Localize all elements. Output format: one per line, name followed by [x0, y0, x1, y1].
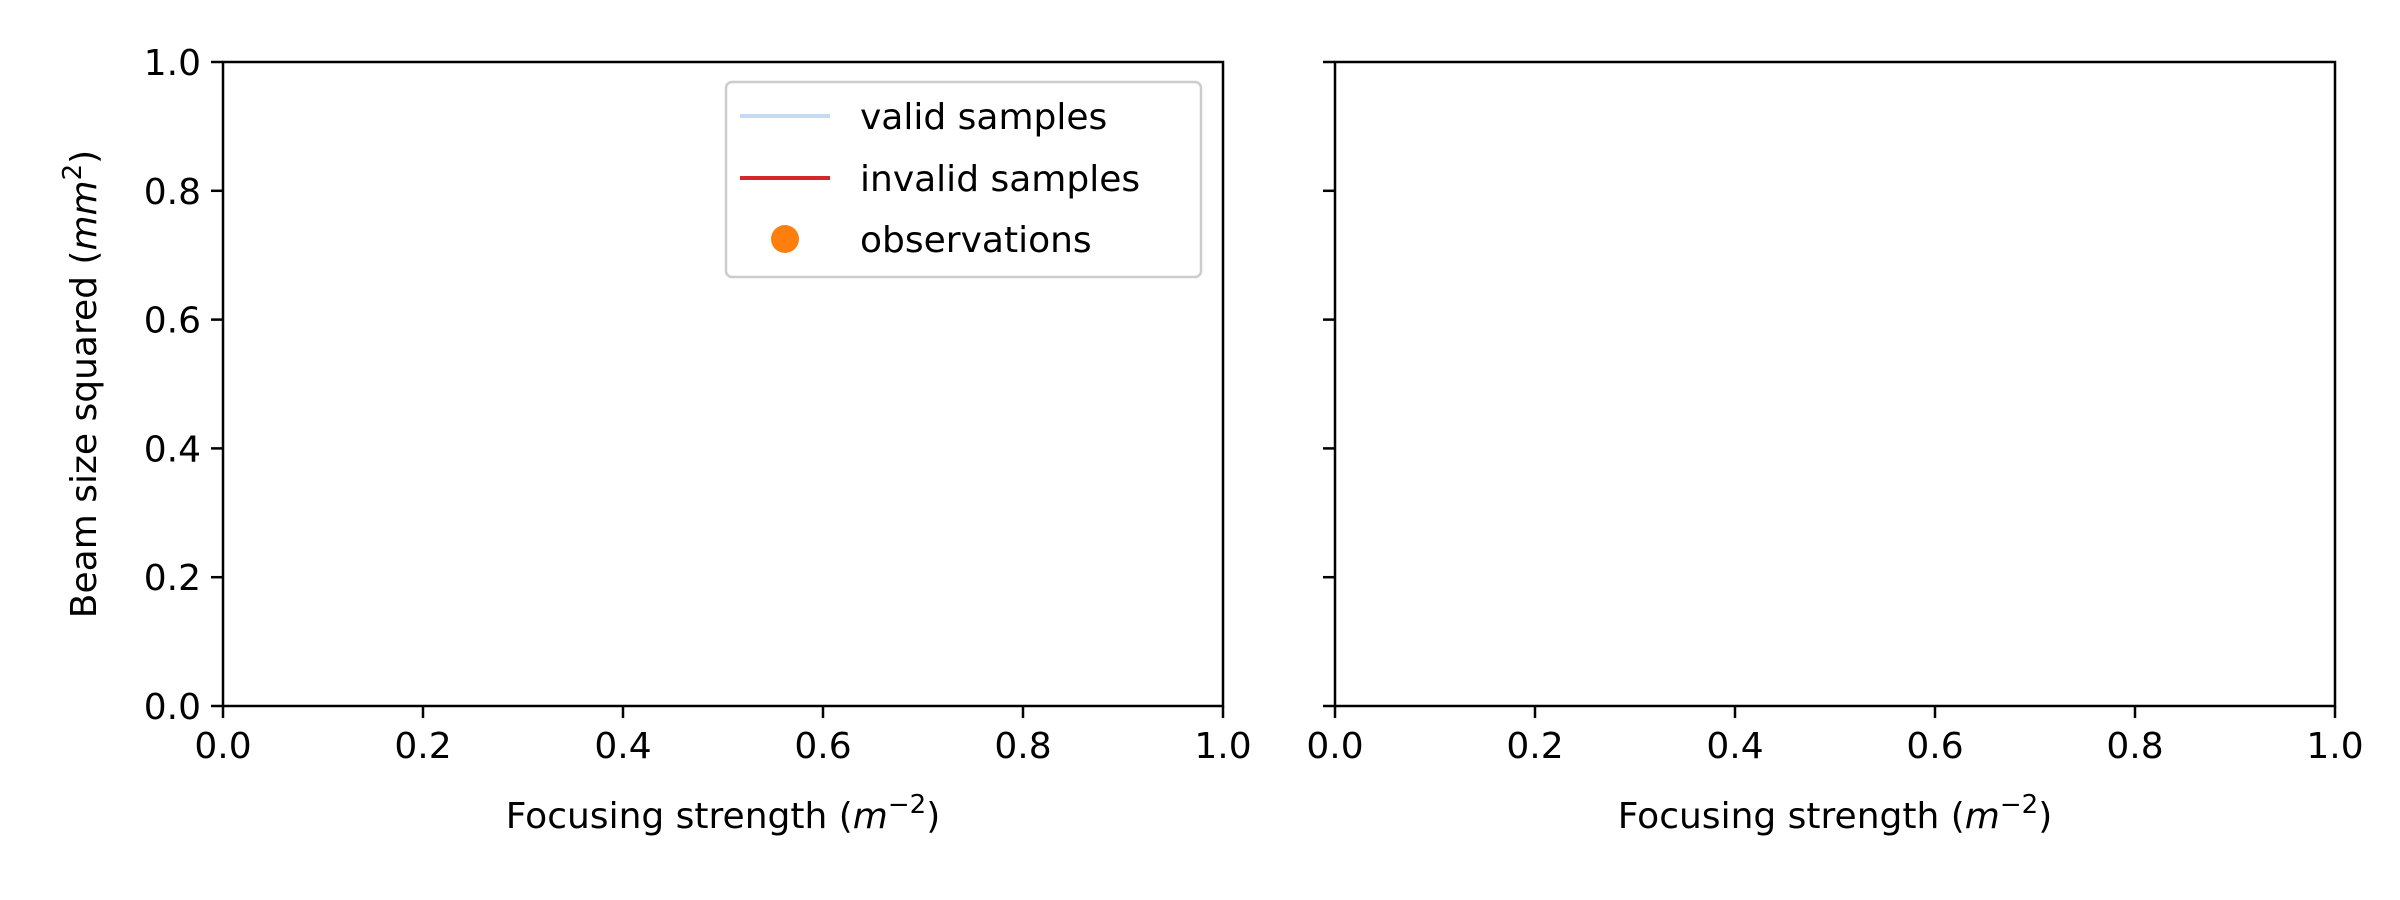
- legend-invalid-samples-label: invalid samples: [860, 159, 1140, 200]
- left-plot-panel: 0.0 0.2 0.4 0.6 0.8 1.0 0.0 0.2 0.4 0.6 0.8 1.0 Foc…: [58, 43, 1252, 837]
- x-tick-label: 0.2: [1506, 726, 1563, 767]
- right-x-axis-label: Focusing strength (m−2): [1618, 790, 2053, 837]
- x-tick-label: 0.4: [1706, 726, 1763, 767]
- legend-box: [724, 80, 1203, 279]
- x-tick-label: 0.6: [794, 726, 851, 767]
- x-tick-label: 0.4: [594, 726, 651, 767]
- left-y-axis-label: Beam size squared (mm2): [58, 150, 105, 618]
- y-tick-label: 0.8: [144, 172, 201, 213]
- left-x-axis-label: Focusing strength (m−2): [506, 790, 941, 837]
- legend-observations-label: observations: [860, 220, 1092, 261]
- y-tick-label: 0.0: [144, 687, 201, 728]
- y-tick-label: 0.4: [144, 429, 201, 470]
- x-tick-label: 0.0: [1306, 726, 1363, 767]
- x-tick-label: 1.0: [1194, 726, 1251, 767]
- right-plot-frame: [1333, 60, 2337, 708]
- y-tick-label: 0.6: [144, 301, 201, 342]
- x-tick-label: 0.2: [394, 726, 451, 767]
- y-tick-label: 1.0: [144, 43, 201, 84]
- x-tick-label: 0.8: [2106, 726, 2163, 767]
- legend: valid samples invalid samples observatio…: [724, 80, 1203, 279]
- right-ticks: 0.0 0.2 0.4 0.6 0.8 1.0: [1306, 60, 2364, 767]
- x-tick-label: 0.0: [194, 726, 251, 767]
- legend-observations-marker: [771, 225, 799, 253]
- x-tick-label: 0.6: [1906, 726, 1963, 767]
- x-tick-label: 0.8: [994, 726, 1051, 767]
- y-tick-label: 0.2: [144, 558, 201, 599]
- left-ticks: 0.0 0.2 0.4 0.6 0.8 1.0 0.0 0.2 0.4 0.6 0.8 1.0: [144, 43, 1252, 767]
- left-plot-frame: [221, 60, 1225, 708]
- legend-valid-samples-label: valid samples: [860, 97, 1107, 138]
- x-tick-label: 1.0: [2306, 726, 2363, 767]
- right-plot-panel: 0.0 0.2 0.4 0.6 0.8 1.0 Focusing strength (m−…: [1306, 60, 2364, 837]
